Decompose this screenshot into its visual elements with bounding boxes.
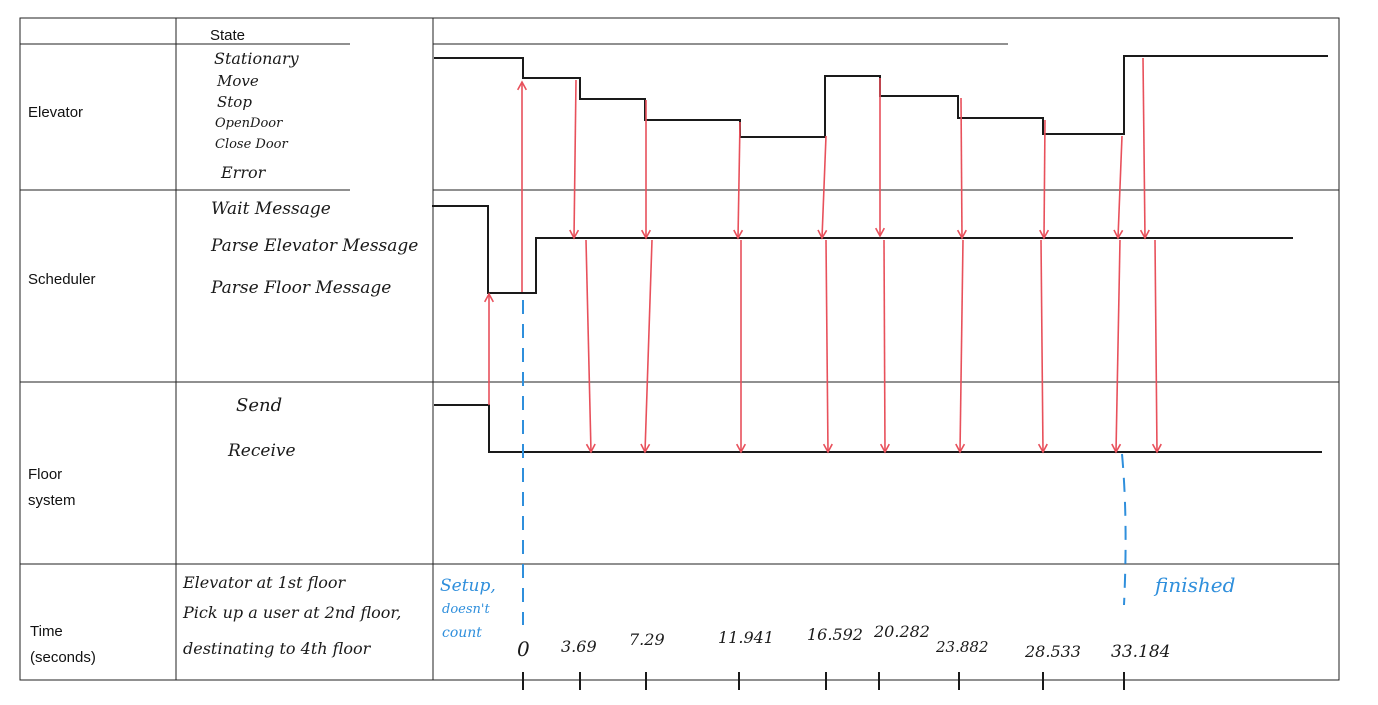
time-tick-label: 23.882	[935, 638, 989, 656]
row-label-floor-system-line1: Floor	[28, 466, 62, 483]
message-arrow	[959, 239, 964, 453]
dashed-markers	[522, 300, 1127, 625]
time-description: Elevator at 1st floor Pick up a user at …	[182, 573, 401, 658]
message-arrow	[573, 79, 577, 239]
message-arrow	[1043, 119, 1046, 239]
waveforms	[432, 55, 1328, 453]
arrow-head	[874, 227, 886, 238]
arrow-head	[879, 443, 890, 454]
time-tick-label: 11.941	[718, 628, 774, 647]
message-arrow	[585, 239, 592, 453]
time-tick-label: 0	[517, 637, 530, 661]
floor-waveform	[434, 404, 1322, 453]
message-arrow	[960, 97, 963, 239]
arrow-head	[955, 443, 966, 454]
message-arrows	[483, 57, 1162, 454]
time-desc-line-2: Pick up a user at 2nd floor,	[182, 603, 401, 622]
arrow-head	[956, 229, 967, 240]
time-desc-line-3: destinating to 4th floor	[183, 639, 372, 658]
time-tick-label: 20.282	[873, 622, 930, 641]
arrow-head	[569, 229, 580, 240]
time-tick-label: 7.29	[629, 630, 665, 649]
state-wait-message: Wait Message	[211, 199, 331, 219]
state-receive: Receive	[227, 441, 296, 461]
state-move: Move	[216, 72, 259, 90]
state-header: State	[210, 27, 245, 44]
arrow-head	[817, 229, 828, 240]
arrow-head	[516, 80, 528, 91]
message-arrow	[644, 239, 653, 453]
arrow-head	[1111, 443, 1122, 454]
message-arrow	[1117, 135, 1123, 239]
setup-line-1: Setup,	[440, 576, 496, 596]
state-stationary: Stationary	[214, 49, 300, 68]
row-label-elevator: Elevator	[28, 104, 83, 121]
arrow-head	[483, 292, 495, 303]
scheduler-waveform	[432, 205, 1293, 294]
arrow-head	[1037, 443, 1048, 454]
setup-line-2: doesn't	[442, 602, 490, 617]
message-arrow	[883, 239, 886, 453]
row-label-time-line2: (seconds)	[30, 649, 96, 666]
time-desc-line-1: Elevator at 1st floor	[182, 573, 347, 592]
arrow-head	[735, 443, 747, 454]
table-grid	[19, 17, 1340, 681]
finished-annotation: finished	[1153, 573, 1235, 597]
arrow-head	[585, 443, 596, 454]
setup-annotation: Setup, doesn't count	[440, 576, 496, 641]
state-parse-elevator-message: Parse Elevator Message	[210, 236, 418, 256]
arrow-head	[1113, 229, 1124, 240]
arrow-head	[1151, 443, 1162, 454]
time-tick-label: 3.69	[561, 637, 597, 656]
message-arrow	[821, 135, 827, 239]
arrow-head	[640, 229, 652, 240]
message-arrow	[737, 121, 741, 239]
message-arrow	[1142, 57, 1146, 239]
row-label-scheduler: Scheduler	[28, 271, 96, 288]
state-send: Send	[236, 395, 282, 416]
time-axis: 0 3.69 7.29 11.941 16.592 20.282 23.882 28.533 3…	[517, 622, 1170, 690]
time-tick-label: 28.533	[1024, 642, 1081, 661]
arrow-head	[640, 443, 651, 454]
time-tick-label: 16.592	[807, 625, 863, 644]
arrow-head	[822, 443, 833, 454]
arrow-head	[1039, 229, 1050, 240]
setup-line-3: count	[442, 625, 482, 641]
scheduler-state-list: Wait Message Parse Elevator Message Pars…	[210, 199, 418, 298]
floor-state-list: Send Receive	[227, 395, 296, 461]
elevator-state-list: Stationary Move Stop OpenDoor Close Door…	[214, 49, 300, 182]
arrow-head	[1139, 229, 1150, 240]
state-error: Error	[220, 163, 267, 182]
message-arrow	[1115, 239, 1121, 453]
state-close-door: Close Door	[215, 137, 289, 152]
message-arrow	[1154, 239, 1158, 453]
state-stop: Stop	[217, 93, 252, 111]
finished-dashed-line	[1121, 453, 1127, 606]
message-arrow	[1040, 239, 1044, 453]
arrow-head	[733, 229, 744, 240]
row-label-floor-system-line2: system	[28, 492, 76, 509]
state-open-door: OpenDoor	[215, 116, 283, 131]
state-parse-floor-message: Parse Floor Message	[210, 278, 391, 298]
message-arrow	[825, 239, 829, 453]
row-label-time-line1: Time	[30, 623, 63, 640]
elevator-waveform	[434, 55, 1328, 138]
time-tick-label: 33.184	[1111, 642, 1170, 662]
